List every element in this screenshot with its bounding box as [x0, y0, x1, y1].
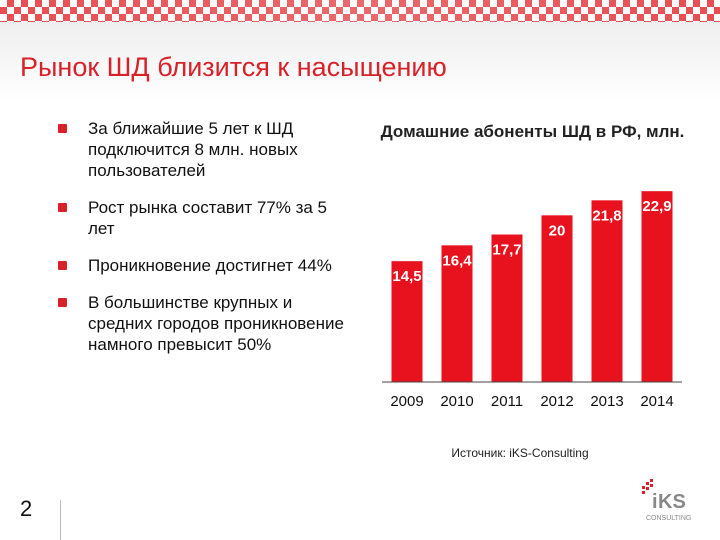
bullet-list: За ближайшие 5 лет к ШД подключится 8 мл… — [58, 118, 358, 371]
source-note: Источник: iKS-Consulting — [451, 446, 589, 460]
bullet-square-icon — [58, 298, 67, 307]
bullet-item: В большинстве крупных и средних городов … — [58, 292, 358, 355]
bullet-text: В большинстве крупных и средних городов … — [88, 293, 344, 354]
data-label-2014: 22,9 — [642, 198, 671, 215]
data-label-2010: 16,4 — [442, 252, 472, 269]
data-label-2013: 21,8 — [592, 207, 621, 224]
bullet-item: За ближайшие 5 лет к ШД подключится 8 мл… — [58, 118, 358, 181]
page-divider — [60, 500, 61, 540]
bullet-text: Проникновение достигнет 44% — [88, 256, 332, 275]
bar-2011 — [491, 234, 523, 382]
bar-chart-canvas: 14,5 2009 16,4 2010 17,7 2011 20 2012 21,8 2013 22… — [382, 191, 682, 410]
data-label-2009: 14,5 — [392, 268, 421, 285]
x-tick-2012: 2012 — [540, 393, 573, 410]
x-tick-2011: 2011 — [491, 393, 523, 410]
bullet-square-icon — [58, 124, 67, 133]
bar-2010 — [441, 245, 473, 382]
svg-text:i: i — [652, 491, 658, 513]
x-tick-2014: 2014 — [640, 393, 673, 410]
x-tick-2009: 2009 — [390, 393, 423, 410]
data-label-2012: 20 — [549, 222, 566, 239]
header-pattern — [0, 0, 720, 22]
slide-title: Рынок ШД близится к насыщению — [20, 52, 447, 82]
bullet-item: Проникновение достигнет 44% — [58, 255, 358, 276]
title-band — [0, 22, 720, 100]
svg-text:CONSULTING: CONSULTING — [646, 515, 691, 522]
bar-2009 — [391, 261, 423, 382]
bar-chart: 14,5 2009 16,4 2010 17,7 2011 20 2012 21,8 2013 22… — [370, 170, 690, 420]
data-label-2011: 17,7 — [492, 242, 521, 259]
bar-2014 — [641, 191, 673, 382]
bullet-square-icon — [58, 203, 67, 212]
bullet-item: Рост рынка составит 77% за 5 лет — [58, 197, 358, 239]
bullet-text: Рост рынка составит 77% за 5 лет — [88, 198, 328, 238]
bullet-square-icon — [58, 261, 67, 270]
page-number: 2 — [20, 496, 33, 521]
bar-2013 — [591, 200, 623, 382]
bar-2012 — [541, 215, 573, 382]
company-logo: i KS CONSULTING — [640, 478, 704, 524]
header-pattern-fade — [0, 0, 720, 22]
svg-text:KS: KS — [658, 491, 686, 513]
x-tick-2010: 2010 — [440, 393, 473, 410]
chart-title: Домашние абоненты ШД в РФ, млн. — [380, 122, 685, 141]
x-tick-2013: 2013 — [590, 393, 623, 410]
bullet-text: За ближайшие 5 лет к ШД подключится 8 мл… — [88, 119, 298, 180]
